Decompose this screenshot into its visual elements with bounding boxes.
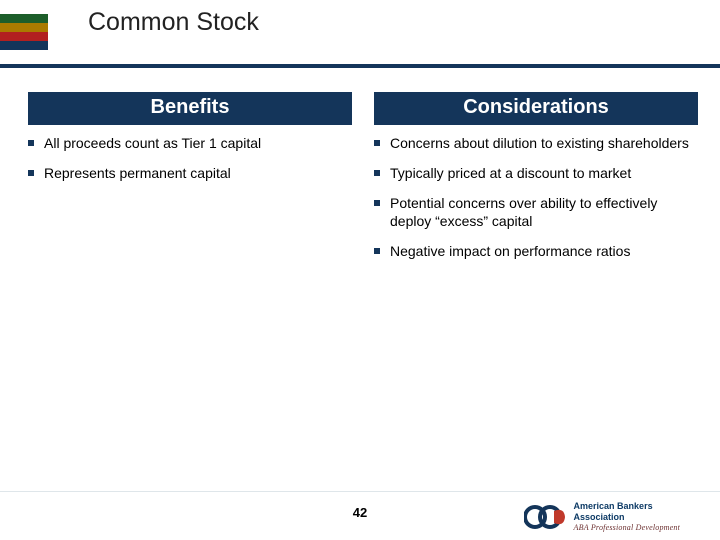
bullet-text: Concerns about dilution to existing shar…	[390, 135, 689, 153]
accent-stripes	[0, 14, 48, 50]
bullet-icon	[374, 200, 380, 206]
stripe-2	[0, 23, 48, 32]
bullet-text: Typically priced at a discount to market	[390, 165, 631, 183]
logo-line1: American Bankers	[574, 501, 680, 511]
bullet-icon	[374, 140, 380, 146]
benefits-column: Benefits All proceeds count as Tier 1 ca…	[28, 92, 352, 273]
bullet-icon	[374, 170, 380, 176]
considerations-column: Considerations Concerns about dilution t…	[374, 92, 698, 273]
bullet-icon	[28, 140, 34, 146]
bullet-text: Represents permanent capital	[44, 165, 231, 183]
stripe-4	[0, 41, 48, 50]
benefits-header: Benefits	[28, 92, 352, 125]
page-title: Common Stock	[88, 8, 259, 37]
logo-text: American Bankers Association	[574, 501, 680, 522]
logo-subtext: ABA Professional Development	[574, 523, 680, 532]
considerations-list: Concerns about dilution to existing shar…	[374, 135, 698, 261]
bullet-icon	[374, 248, 380, 254]
footer-logo: American Bankers Association ABA Profess…	[524, 501, 680, 532]
benefits-list: All proceeds count as Tier 1 capital Rep…	[28, 135, 352, 183]
title-divider	[0, 64, 720, 68]
stripe-3	[0, 32, 48, 41]
list-item: All proceeds count as Tier 1 capital	[28, 135, 352, 153]
list-item: Represents permanent capital	[28, 165, 352, 183]
list-item: Typically priced at a discount to market	[374, 165, 698, 183]
columns: Benefits All proceeds count as Tier 1 ca…	[28, 92, 698, 273]
footer-rule	[0, 491, 720, 492]
logo-text-block: American Bankers Association ABA Profess…	[574, 501, 680, 532]
list-item: Concerns about dilution to existing shar…	[374, 135, 698, 153]
aba-logo-icon	[524, 503, 566, 531]
list-item: Negative impact on performance ratios	[374, 243, 698, 261]
stripe-1	[0, 14, 48, 23]
bullet-text: All proceeds count as Tier 1 capital	[44, 135, 261, 153]
bullet-icon	[28, 170, 34, 176]
considerations-header: Considerations	[374, 92, 698, 125]
page-number: 42	[353, 505, 367, 520]
logo-line2: Association	[574, 512, 680, 522]
list-item: Potential concerns over ability to effec…	[374, 195, 698, 231]
bullet-text: Negative impact on performance ratios	[390, 243, 630, 261]
bullet-text: Potential concerns over ability to effec…	[390, 195, 698, 231]
slide: Common Stock Benefits All proceeds count…	[0, 0, 720, 540]
